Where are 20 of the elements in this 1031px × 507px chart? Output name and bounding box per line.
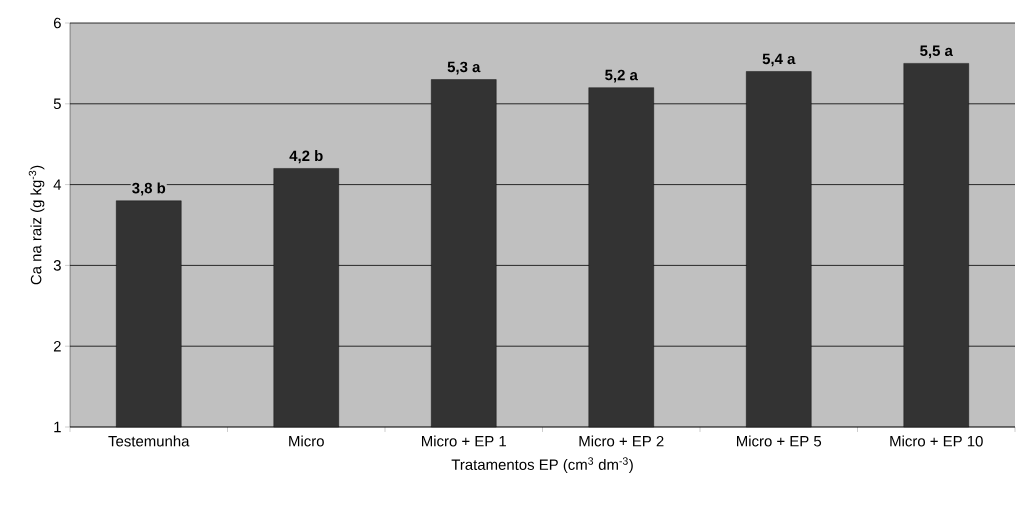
y-tick-label: 5 bbox=[53, 98, 61, 110]
x-tick-label: Micro bbox=[289, 435, 324, 447]
y-tick-label: 3 bbox=[53, 260, 61, 271]
y-tick-label: 1 bbox=[54, 421, 61, 433]
y-tick-label: 4 bbox=[53, 179, 62, 190]
data-label: 4,2 b bbox=[289, 150, 323, 164]
x-tick-label: Micro + EP 2 bbox=[579, 435, 664, 447]
x-tick-label: Micro + EP 1 bbox=[421, 435, 506, 447]
data-label: 5,4 a bbox=[762, 53, 796, 67]
data-label: 5,2 a bbox=[605, 69, 638, 83]
y-tick-label: 2 bbox=[53, 340, 61, 352]
x-tick-label: Micro + EP 10 bbox=[890, 435, 983, 447]
x-tick-label: Testemunha bbox=[108, 435, 190, 447]
x-tick-label: Micro + EP 5 bbox=[737, 435, 822, 447]
data-label: 5,3 a bbox=[447, 61, 481, 75]
data-label: 5,5 a bbox=[920, 45, 953, 59]
data-label: 3,8 b bbox=[132, 182, 166, 196]
x-axis-title: Tratamentos EP (cm$^{3}$ dm$^{-3}$) bbox=[451, 457, 633, 473]
y-axis-title: Ca na raiz (g kg$^{-3}$) bbox=[28, 165, 45, 285]
y-tick-label: 6 bbox=[53, 17, 61, 29]
